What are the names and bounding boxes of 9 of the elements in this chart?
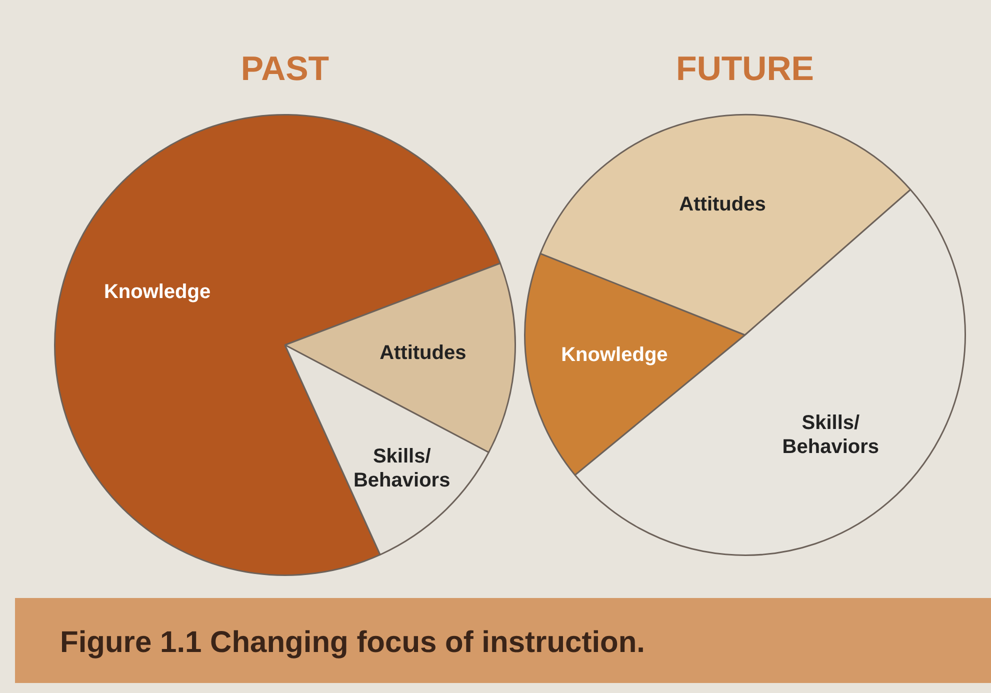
chart-title: PAST [240, 50, 330, 89]
chart-title: FUTURE [675, 50, 815, 89]
slice-label: Skills/Behaviors [782, 412, 880, 458]
slice-label: Knowledge [104, 280, 211, 303]
slice-label: Attitudes [380, 342, 466, 364]
slice-label: Knowledge [561, 344, 668, 366]
slice-label: Skills/Behaviors [353, 446, 450, 492]
caption: Figure 1.1 Changing focus of instruction. [60, 626, 646, 660]
slice-label: Attitudes [679, 193, 766, 216]
